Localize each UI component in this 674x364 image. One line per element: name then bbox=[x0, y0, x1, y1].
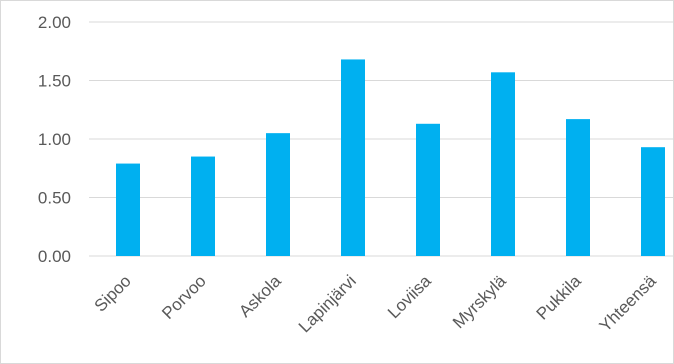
bar-pukkila bbox=[566, 119, 590, 256]
bar-lapinjärvi bbox=[341, 59, 365, 256]
x-tick-label: Myrskylä bbox=[449, 271, 510, 332]
bar-myrskylä bbox=[491, 72, 515, 256]
x-tick-label: Pukkila bbox=[533, 271, 586, 324]
x-tick-label: Porvoo bbox=[158, 271, 210, 323]
x-axis-ticks: Sipoo Porvoo Askola Lapinjärvi Loviisa Myrsky… bbox=[91, 271, 661, 336]
x-tick-label: Yhteensä bbox=[596, 271, 661, 336]
y-axis-ticks: 0.00 0.50 1.00 1.50 2.00 bbox=[38, 13, 71, 266]
y-tick-label: 1.00 bbox=[38, 130, 71, 149]
bars bbox=[116, 59, 665, 256]
x-tick-label: Askola bbox=[235, 271, 285, 321]
bar-loviisa bbox=[416, 123, 440, 256]
x-tick-label: Sipoo bbox=[91, 271, 135, 315]
y-tick-label: 2.00 bbox=[38, 13, 71, 32]
bar-sipoo bbox=[116, 163, 140, 256]
bar-yhteensä bbox=[641, 147, 665, 256]
x-tick-label: Loviisa bbox=[384, 271, 435, 322]
x-tick-label: Lapinjärvi bbox=[295, 271, 360, 336]
y-tick-label: 0.00 bbox=[38, 247, 71, 266]
y-tick-label: 0.50 bbox=[38, 189, 71, 208]
y-tick-label: 1.50 bbox=[38, 72, 71, 91]
bar-porvoo bbox=[191, 156, 215, 256]
bar-askola bbox=[266, 133, 290, 256]
